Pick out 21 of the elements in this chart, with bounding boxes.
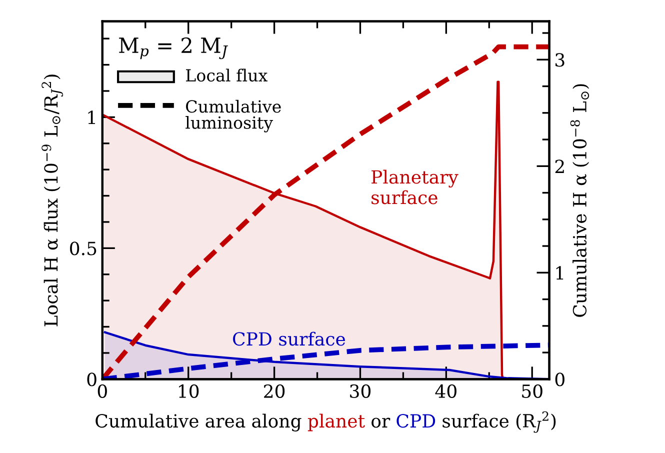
- y2-tick-label: 0: [555, 372, 564, 386]
- x-tick-label: 30: [350, 384, 371, 398]
- y-tick-label: 0.5: [70, 242, 96, 256]
- x-tick-label: 10: [179, 384, 199, 398]
- annotation: Local flux: [186, 68, 268, 82]
- y2-tick-label: 1: [556, 266, 564, 280]
- x-tick-label: 50: [522, 384, 542, 398]
- annotation: Cumulative luminosity: [186, 100, 281, 132]
- x-tick-label: 20: [264, 384, 285, 398]
- x-tick-label: 0: [98, 384, 107, 398]
- y-tick-label: 0: [87, 372, 96, 386]
- legend-title: M$_{p}$ = 2 M$_{J}$: [119, 37, 228, 60]
- x-tick-label: 40: [435, 384, 456, 398]
- y-axis-title: Local H α flux (10$^{−9}$ L$_{⊙}$/R$_{J}$$^{2}$): [42, 74, 63, 326]
- annotation: CPD surface: [233, 332, 346, 346]
- y2-tick-label: 3: [556, 53, 564, 67]
- annotation: Planetary surface: [372, 170, 458, 204]
- y2-tick-label: 2: [555, 160, 564, 174]
- y2-axis-title: Cumulative H α (10$^{−8}$ L$_{⊙}$): [570, 84, 590, 317]
- y-tick-label: 1: [88, 110, 95, 124]
- text: Cumulative area along planet or CPD surface (R$_{J}$$^{2}$): [96, 411, 556, 433]
